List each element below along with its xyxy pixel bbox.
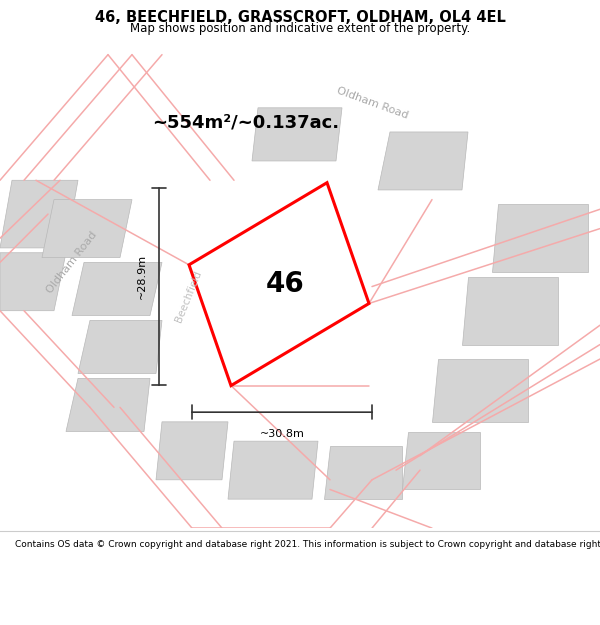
Polygon shape — [228, 441, 318, 499]
Text: Oldham Road: Oldham Road — [45, 229, 99, 295]
Polygon shape — [189, 182, 369, 386]
Polygon shape — [432, 359, 528, 422]
Polygon shape — [156, 422, 228, 480]
Text: ~28.9m: ~28.9m — [137, 254, 147, 299]
Polygon shape — [207, 212, 345, 357]
Polygon shape — [324, 446, 402, 499]
Text: ~554m²/~0.137ac.: ~554m²/~0.137ac. — [152, 113, 340, 131]
Text: ~30.8m: ~30.8m — [260, 429, 304, 439]
Polygon shape — [378, 132, 468, 190]
Text: 46: 46 — [266, 270, 304, 298]
Text: Map shows position and indicative extent of the property.: Map shows position and indicative extent… — [130, 22, 470, 35]
Polygon shape — [492, 204, 588, 272]
Text: Oldham Road: Oldham Road — [335, 86, 409, 121]
Text: Contains OS data © Crown copyright and database right 2021. This information is : Contains OS data © Crown copyright and d… — [15, 540, 600, 549]
Polygon shape — [0, 180, 78, 248]
Polygon shape — [402, 431, 480, 489]
Polygon shape — [462, 277, 558, 344]
Polygon shape — [42, 199, 132, 258]
Polygon shape — [72, 262, 162, 316]
Text: Beechfield: Beechfield — [174, 269, 204, 324]
Polygon shape — [66, 378, 150, 431]
Text: 46, BEECHFIELD, GRASSCROFT, OLDHAM, OL4 4EL: 46, BEECHFIELD, GRASSCROFT, OLDHAM, OL4 … — [95, 10, 505, 25]
Polygon shape — [78, 321, 162, 374]
Polygon shape — [0, 253, 66, 311]
Polygon shape — [252, 107, 342, 161]
